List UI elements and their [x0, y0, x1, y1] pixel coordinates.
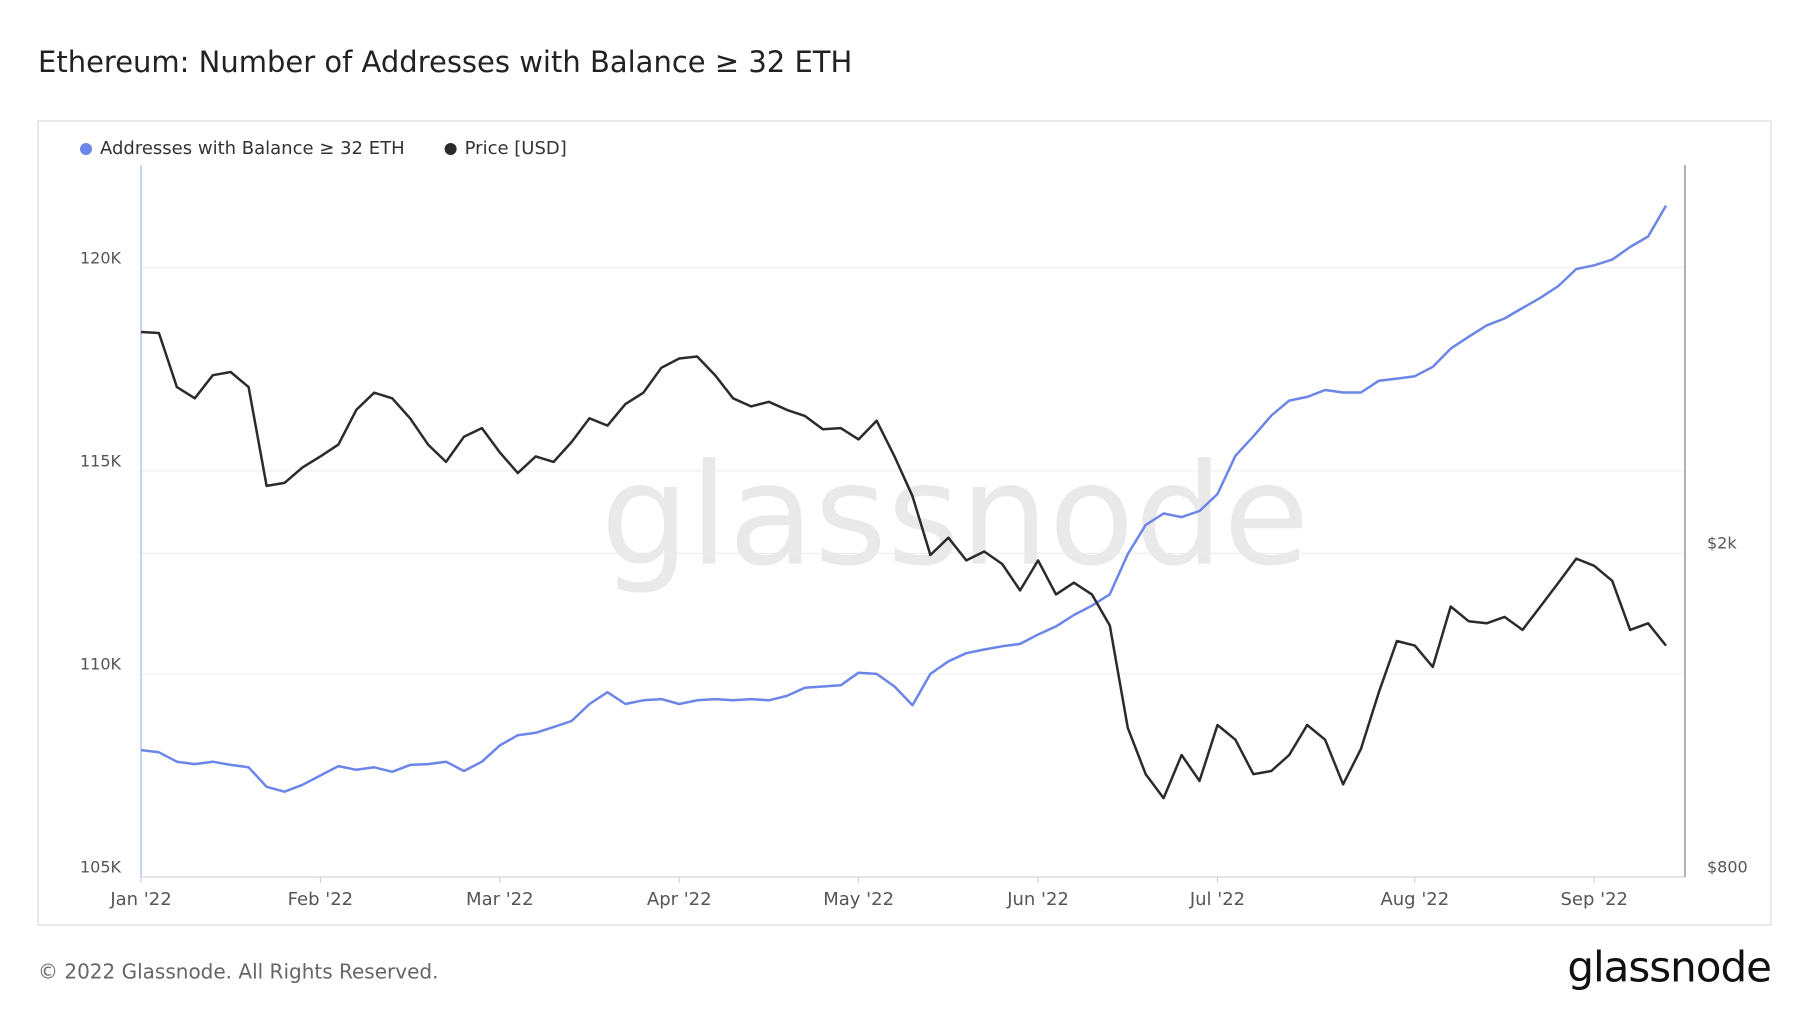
x-tick-label: May '22: [823, 889, 894, 910]
legend-label: Addresses with Balance ≥ 32 ETH: [100, 138, 405, 159]
copyright: © 2022 Glassnode. All Rights Reserved.: [38, 960, 438, 984]
x-tick-label: Feb '22: [288, 889, 353, 910]
chart-frame: [37, 120, 1772, 926]
y2-tick-label: $2k: [1707, 534, 1737, 553]
x-tick-label: Jul '22: [1189, 889, 1245, 910]
x-tick-label: Aug '22: [1380, 889, 1449, 910]
x-tick-label: Sep '22: [1560, 889, 1628, 910]
y-tick-label: 115K: [80, 451, 122, 470]
logo: glassnode: [1567, 943, 1771, 992]
x-tick-label: Jun '22: [1006, 889, 1069, 910]
legend-swatch: [444, 143, 457, 155]
y-tick-label: 120K: [80, 248, 122, 267]
legend-swatch: [80, 143, 92, 155]
series-line: [140, 330, 1667, 800]
chart-title: Ethereum: Number of Addresses with Balan…: [38, 45, 852, 79]
x-tick-label: Mar '22: [466, 889, 534, 910]
y-tick-label: 110K: [80, 654, 122, 673]
y-tick-label: 105K: [80, 858, 122, 877]
x-tick-label: Jan '22: [109, 889, 171, 910]
legend-label: Price [USD]: [465, 138, 567, 159]
series-line: [140, 204, 1668, 793]
y2-tick-label: $800: [1707, 858, 1748, 877]
x-tick-label: Apr '22: [647, 889, 712, 910]
watermark: glassnode: [601, 435, 1310, 598]
